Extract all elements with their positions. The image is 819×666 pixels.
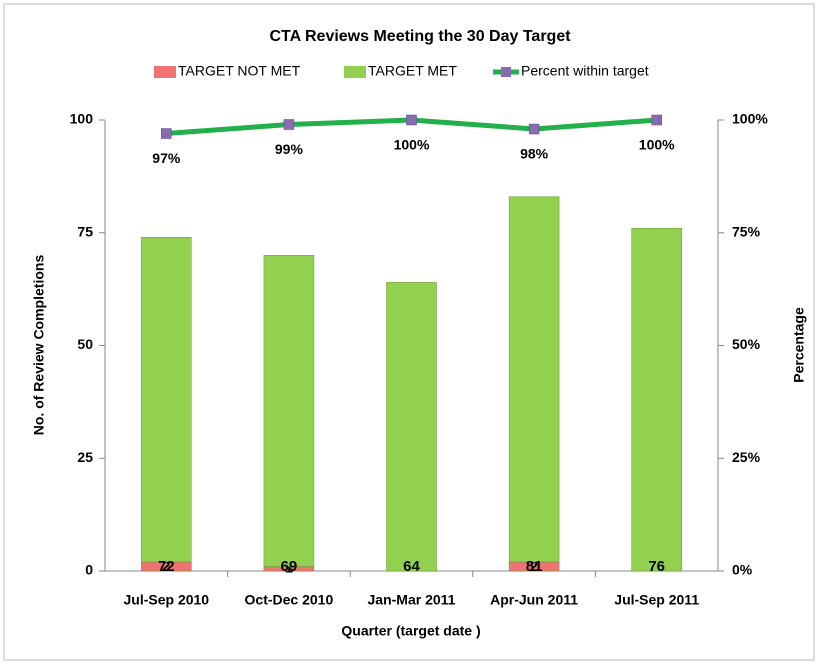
x-axis-title: Quarter (target date )	[341, 623, 480, 639]
y2-tick-label: 75%	[732, 223, 761, 239]
bar-label: 76	[648, 558, 665, 575]
bar-label: 1	[285, 560, 293, 577]
bar-label: 2	[162, 558, 170, 575]
y2-tick-label: 50%	[732, 336, 761, 352]
line-label: 97%	[152, 150, 181, 166]
bar-segment	[141, 237, 192, 563]
y2-axis-title: Percentage	[791, 307, 807, 383]
bar-segment	[631, 227, 682, 572]
y-tick-label: 75	[77, 223, 93, 239]
bar-label: 2	[530, 558, 538, 575]
line-label: 99%	[275, 141, 304, 157]
line-marker	[528, 123, 540, 135]
line-label: 98%	[520, 146, 549, 162]
legend-swatch	[344, 66, 366, 78]
legend-label: TARGET NOT MET	[178, 63, 301, 79]
bar-label: 69	[281, 558, 298, 575]
y-axis-title: No. of Review Completions	[31, 255, 47, 436]
x-tick-label: Oct-Dec 2010	[245, 592, 334, 608]
y2-tick-label: 100%	[732, 111, 768, 127]
line-label: 100%	[394, 137, 430, 153]
line-marker	[651, 114, 662, 126]
legend-label: Percent within target	[521, 63, 649, 79]
legend-marker	[501, 67, 511, 77]
bar-segment	[386, 282, 437, 572]
y-tick-label: 0	[85, 562, 93, 578]
bar-segment	[263, 255, 315, 567]
x-tick-label: Jan-Mar 2011	[368, 592, 456, 608]
legend-label: TARGET MET	[368, 63, 457, 79]
bar-segment	[508, 196, 560, 563]
line-marker	[283, 119, 295, 130]
y-tick-label: 100	[70, 111, 94, 127]
line-marker	[161, 128, 172, 139]
bar-label: 64	[403, 558, 420, 575]
x-tick-label: Jul-Sep 2011	[614, 592, 699, 608]
bar-label: 72	[158, 558, 175, 575]
legend-swatch	[154, 66, 176, 78]
y-tick-label: 25	[77, 449, 93, 465]
x-tick-label: Jul-Sep 2010	[123, 592, 209, 608]
bar-label: 81	[526, 558, 543, 575]
chart-title: CTA Reviews Meeting the 30 Day Target	[269, 28, 571, 45]
y2-tick-label: 0%	[732, 562, 753, 578]
y2-tick-label: 25%	[732, 449, 761, 465]
line-marker	[406, 114, 417, 126]
x-tick-label: Apr-Jun 2011	[490, 592, 578, 608]
line-label: 100%	[639, 137, 675, 153]
y-tick-label: 50	[77, 336, 93, 352]
